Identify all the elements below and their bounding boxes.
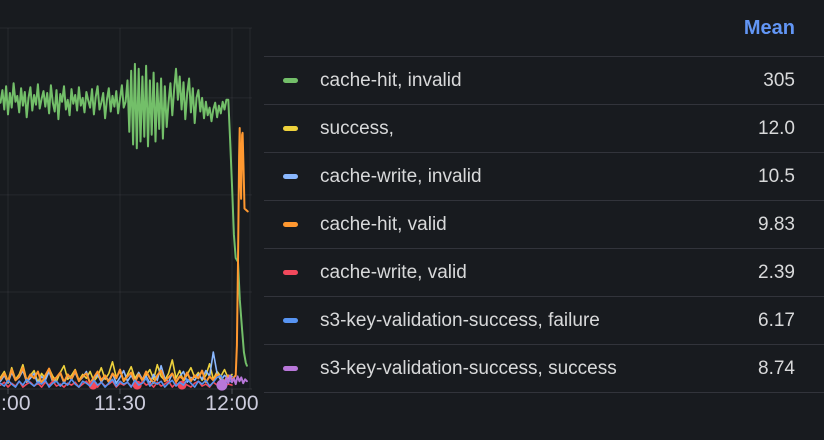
legend-row[interactable]: cache-hit, invalid 305 [264, 57, 824, 105]
series-mean-value: 6.17 [758, 309, 795, 331]
x-axis-tick-label: :00 [1, 392, 31, 415]
series-color-marker[interactable] [283, 174, 298, 179]
series-color-marker[interactable] [283, 78, 298, 83]
series-mean-value: 9.83 [758, 213, 795, 235]
x-axis-tick-label: 11:30 [94, 392, 146, 415]
x-axis-tick-label: 12:00 [205, 392, 259, 415]
series-mean-value: 8.74 [758, 357, 795, 379]
legend-row[interactable]: cache-hit, valid 9.83 [264, 201, 824, 249]
legend-row[interactable]: s3-key-validation-success, failure 6.17 [264, 297, 824, 345]
series-mean-value: 305 [763, 69, 795, 91]
legend-row[interactable]: cache-write, valid 2.39 [264, 249, 824, 297]
series-mean-value: 2.39 [758, 261, 795, 283]
series-label[interactable]: success, [320, 117, 394, 139]
chart-plot-area[interactable]: :00 11:30 12:00 [0, 0, 259, 440]
legend-row[interactable]: cache-write, invalid 10.5 [264, 153, 824, 201]
legend-mean-column-header[interactable]: Mean [743, 16, 795, 39]
series-label[interactable]: cache-hit, invalid [320, 69, 462, 91]
series-color-marker[interactable] [283, 366, 298, 371]
legend-row[interactable]: success, 12.0 [264, 105, 824, 153]
legend-table: Mean cache-hit, invalid 305 success, 12.… [264, 0, 824, 440]
series-color-marker[interactable] [283, 222, 298, 227]
series-mean-value: 10.5 [758, 165, 795, 187]
legend-row[interactable]: s3-key-validation-success, success 8.74 [264, 345, 824, 393]
legend-header-row: Mean [264, 0, 824, 57]
series-color-marker[interactable] [283, 318, 298, 323]
series-label[interactable]: cache-write, invalid [320, 165, 482, 187]
series-color-marker[interactable] [283, 126, 298, 131]
series-label[interactable]: cache-write, valid [320, 261, 467, 283]
series-color-marker[interactable] [283, 270, 298, 275]
series-label[interactable]: s3-key-validation-success, success [320, 357, 617, 379]
series-mean-value: 12.0 [758, 117, 795, 139]
series-label[interactable]: s3-key-validation-success, failure [320, 309, 600, 331]
series-label[interactable]: cache-hit, valid [320, 213, 447, 235]
timeseries-svg[interactable] [0, 0, 252, 440]
